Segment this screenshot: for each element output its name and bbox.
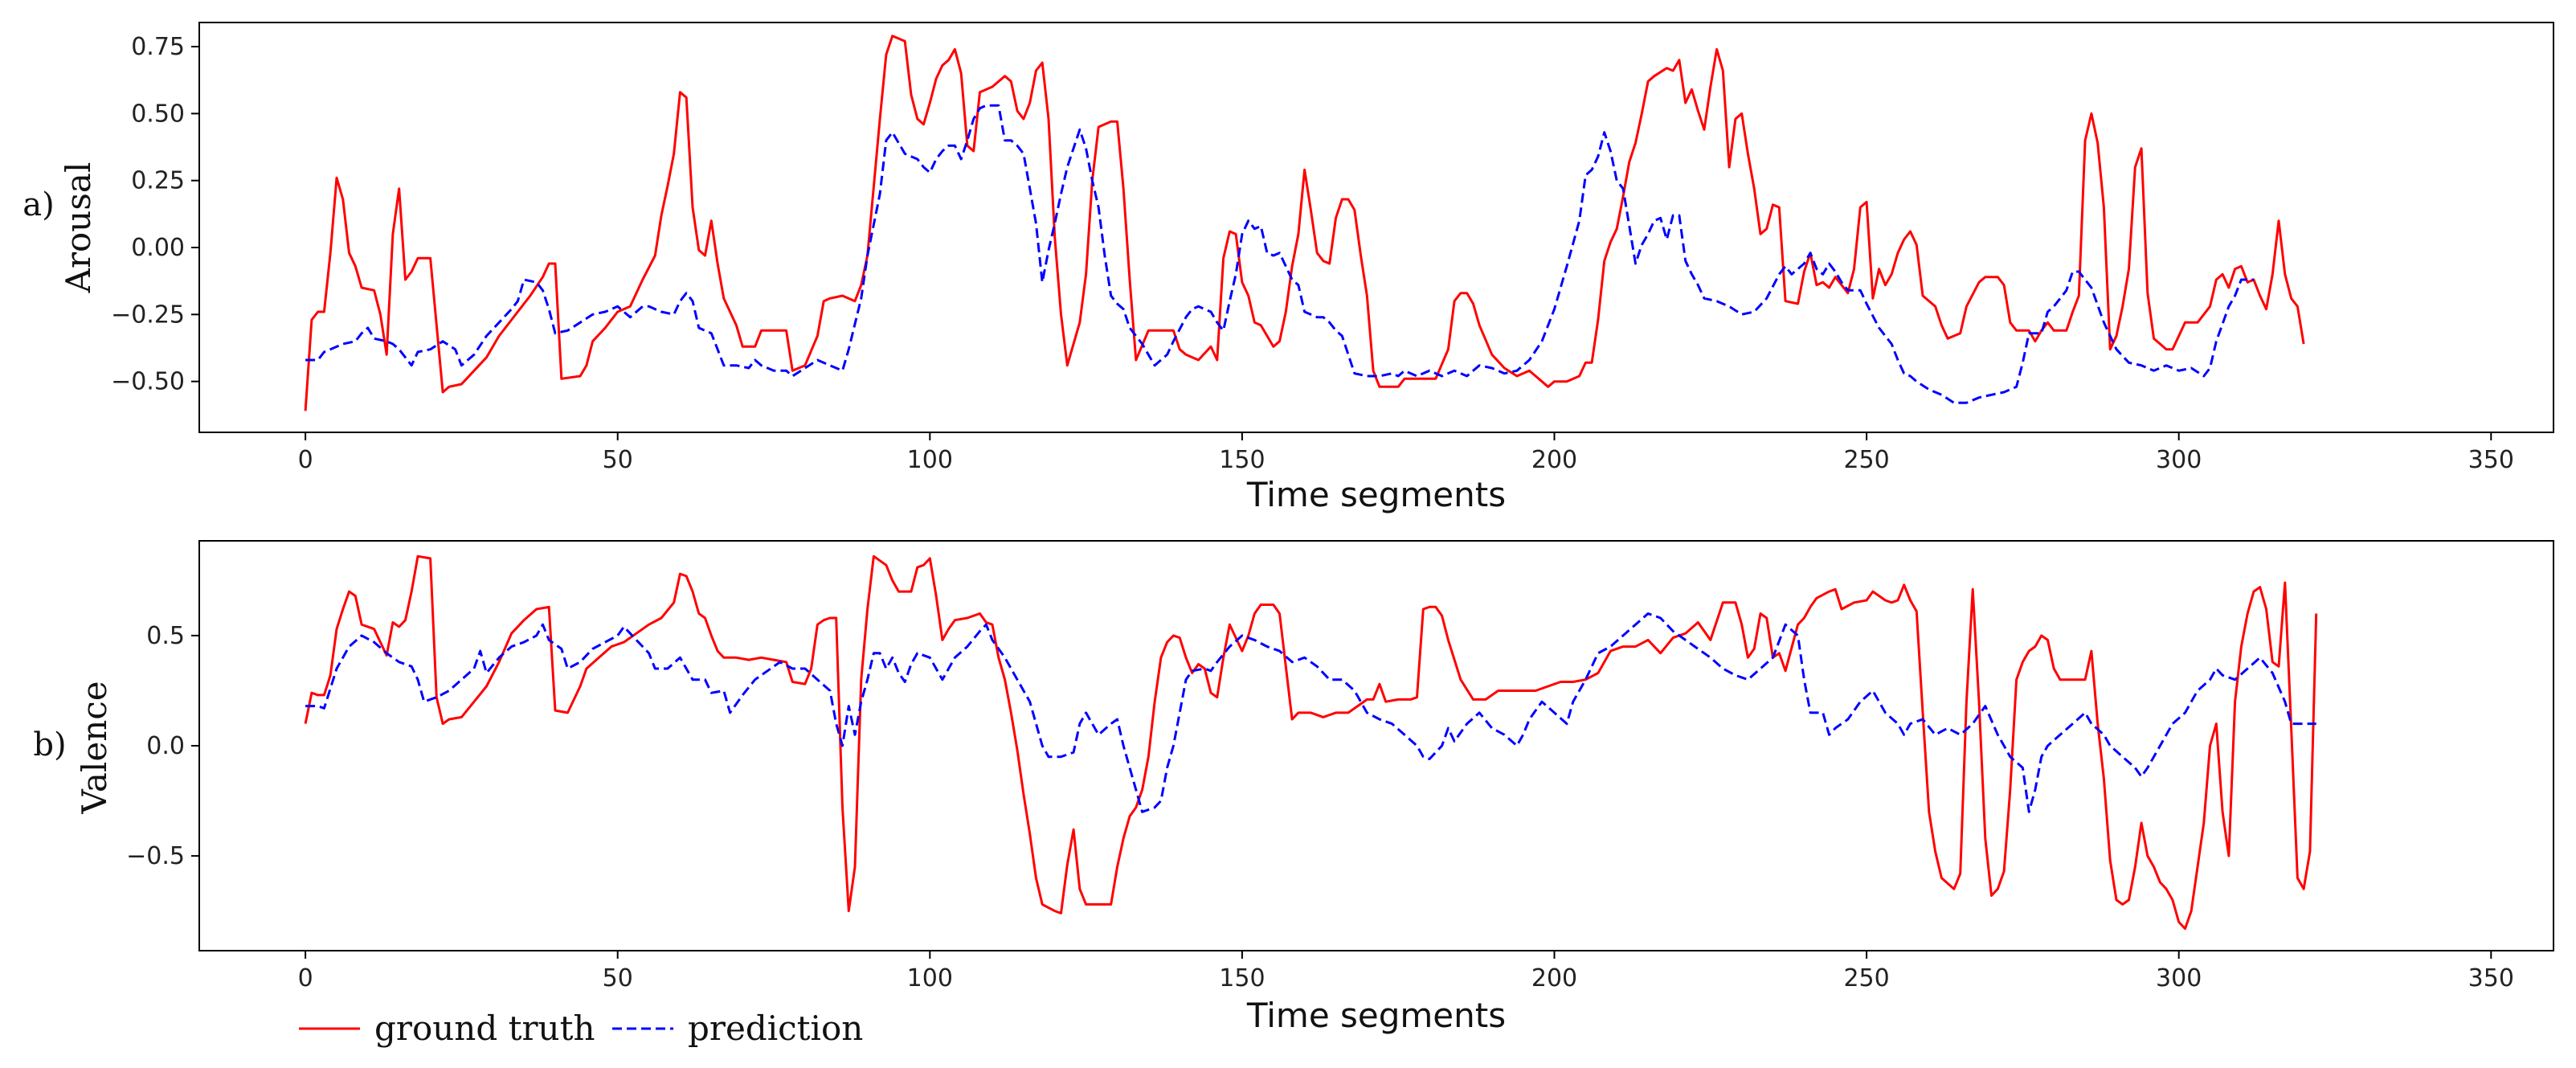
valence-ticks: 0 50 100 150 200 250 300 350 −0.5 0.0 0.5 [126, 622, 2514, 992]
arousal-x-tick-label: 300 [2156, 446, 2202, 474]
valence-prediction-line [305, 612, 2316, 813]
valence-x-tick-label: 150 [1219, 964, 1265, 992]
arousal-x-axis-label: Time segments [1246, 475, 1506, 514]
arousal-x-tick-label: 0 [298, 446, 313, 474]
arousal-x-tick-label: 200 [1531, 446, 1577, 474]
valence-x-tick-label: 0 [298, 964, 313, 992]
arousal-ground-truth-line [304, 35, 2305, 411]
valence-plot-frame [198, 540, 2554, 951]
valence-y-tick-label: 0.5 [146, 622, 185, 650]
arousal-prediction-line [305, 104, 2254, 404]
arousal-y-axis-label: Arousal [59, 162, 98, 294]
valence-series [304, 554, 2318, 931]
legend-label-prediction: prediction [688, 1009, 863, 1048]
arousal-y-tick-label: 0.00 [131, 234, 185, 262]
arousal-y-tick-label: −0.25 [111, 301, 185, 329]
panel-label-a: a) [22, 186, 54, 223]
valence-ground-truth-line [304, 554, 2318, 931]
valence-x-tick-label: 300 [2156, 964, 2202, 992]
valence-y-tick-label: −0.5 [126, 842, 185, 870]
valence-x-tick-label: 200 [1531, 964, 1577, 992]
arousal-x-tick-label: 350 [2468, 446, 2514, 474]
valence-x-axis-label: Time segments [1246, 996, 1506, 1035]
arousal-x-tick-label: 150 [1219, 446, 1265, 474]
arousal-series [304, 35, 2305, 411]
arousal-plot-frame [198, 22, 2554, 433]
arousal-panel: 0 50 100 150 200 250 300 350 −0.50 −0.25 0.00 0.25 0… [22, 22, 2554, 514]
valence-x-tick-label: 100 [907, 964, 953, 992]
arousal-y-tick-label: 0.50 [131, 100, 185, 128]
valence-y-axis-label: Valence [75, 681, 114, 814]
panel-label-b: b) [33, 726, 66, 763]
arousal-y-tick-label: 0.75 [131, 33, 185, 61]
arousal-ticks: 0 50 100 150 200 250 300 350 −0.50 −0.25 0.00 0.25 0… [111, 33, 2514, 474]
valence-x-tick-label: 50 [603, 964, 633, 992]
valence-y-tick-label: 0.0 [146, 732, 185, 760]
valence-panel: 0 50 100 150 200 250 300 350 −0.5 0.0 0.5 Time seg… [33, 540, 2554, 1035]
valence-x-tick-label: 350 [2468, 964, 2514, 992]
arousal-x-tick-label: 50 [603, 446, 633, 474]
arousal-x-tick-label: 250 [1843, 446, 1889, 474]
arousal-x-tick-label: 100 [907, 446, 953, 474]
arousal-y-tick-label: 0.25 [131, 167, 185, 195]
arousal-y-tick-label: −0.50 [111, 368, 185, 396]
valence-x-tick-label: 250 [1843, 964, 1889, 992]
legend: ground truth prediction [299, 1009, 863, 1048]
legend-label-ground-truth: ground truth [374, 1009, 595, 1048]
